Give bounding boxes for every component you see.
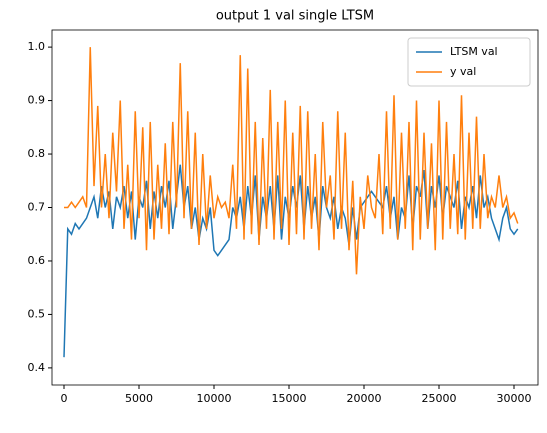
legend-label: y val: [450, 65, 476, 78]
x-tick-label: 25000: [422, 392, 457, 405]
x-tick-label: 20000: [347, 392, 382, 405]
y-tick-label: 0.7: [28, 201, 46, 214]
y-tick-label: 0.4: [28, 361, 46, 374]
legend-box: [407, 37, 531, 87]
y-tick-label: 0.5: [28, 307, 46, 320]
x-tick-label: 5000: [125, 392, 153, 405]
plot-frame: [51, 29, 539, 386]
y-tick-label: 0.9: [28, 94, 46, 107]
y-tick-label: 0.6: [28, 254, 46, 267]
y-tick-label: 1.0: [28, 40, 46, 53]
y-tick-label: 0.8: [28, 147, 46, 160]
x-tick-label: 10000: [197, 392, 232, 405]
legend-label: LTSM val: [450, 45, 498, 58]
chart-title: output 1 val single LTSM: [216, 9, 374, 24]
line-series: [64, 47, 519, 275]
x-tick-label: 30000: [497, 392, 532, 405]
x-tick-label: 15000: [272, 392, 307, 405]
x-tick-label: 0: [61, 392, 68, 405]
